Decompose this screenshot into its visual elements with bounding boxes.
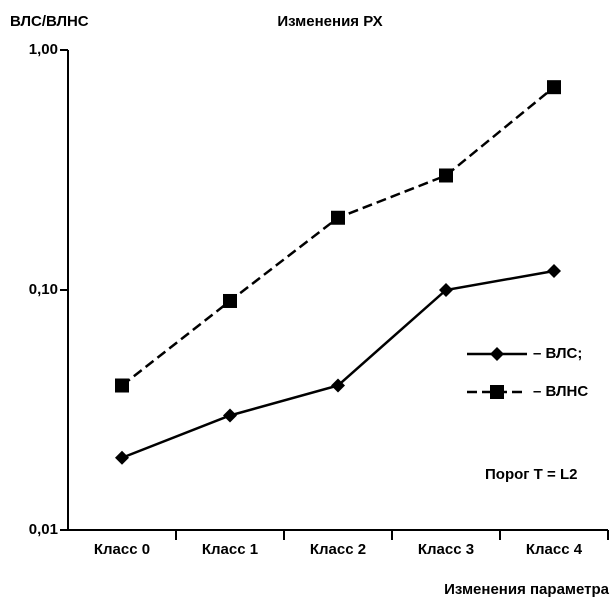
legend-marker xyxy=(490,347,504,361)
y-axis-label: ВЛС/ВЛНС xyxy=(10,13,89,30)
y-tick-label: 0,01 xyxy=(29,521,58,538)
annotation: Порог Т = L2 xyxy=(485,466,577,483)
marker xyxy=(547,263,561,278)
marker xyxy=(547,80,561,95)
marker xyxy=(223,408,237,423)
x-tick-label: Класс 0 xyxy=(94,541,150,558)
marker xyxy=(439,283,453,297)
chart-title: Изменения РХ xyxy=(277,13,382,30)
marker xyxy=(331,378,345,393)
marker xyxy=(331,210,345,225)
legend-label: – ВЛНС xyxy=(533,383,588,400)
marker xyxy=(223,293,237,308)
x-axis-label: Изменения параметра xyxy=(444,581,610,598)
legend-marker xyxy=(490,385,504,399)
y-tick-label: 0,10 xyxy=(29,281,58,298)
x-tick-label: Класс 3 xyxy=(418,541,474,558)
x-tick-label: Класс 4 xyxy=(526,541,583,558)
legend-label: – ВЛС; xyxy=(533,345,582,362)
series-line xyxy=(121,269,555,459)
x-tick-label: Класс 2 xyxy=(310,541,366,558)
marker xyxy=(439,168,453,183)
marker xyxy=(115,450,129,465)
marker xyxy=(115,378,129,393)
x-tick-label: Класс 1 xyxy=(202,541,258,558)
series-line xyxy=(121,86,555,387)
y-tick-label: 1,00 xyxy=(29,41,58,58)
